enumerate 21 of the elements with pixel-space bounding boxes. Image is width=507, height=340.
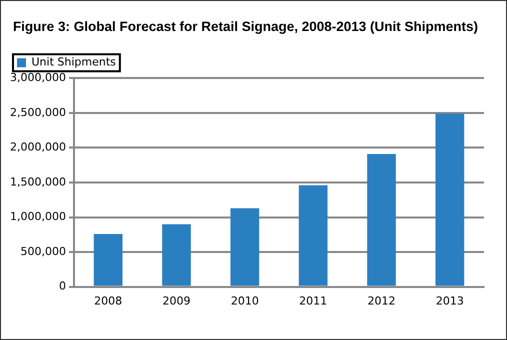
legend-label: Unit Shipments xyxy=(32,56,116,69)
bar xyxy=(435,114,464,286)
y-tick-label: 2,500,000 xyxy=(10,106,66,119)
bar xyxy=(367,154,396,286)
y-tick-label: 3,000,000 xyxy=(10,71,66,84)
x-tick-label: 2012 xyxy=(367,294,396,308)
y-tick-label: 2,000,000 xyxy=(10,140,66,154)
bar xyxy=(162,224,191,286)
x-tick-label: 2009 xyxy=(162,294,190,308)
y-tick-label: 1,500,000 xyxy=(10,175,66,188)
bar xyxy=(298,185,328,286)
y-tick-label: 0 xyxy=(58,280,66,293)
y-tick-label: 1,000,000 xyxy=(10,210,66,224)
y-tick-label: 500,000 xyxy=(20,244,66,258)
bar xyxy=(94,234,122,286)
bar xyxy=(230,208,260,286)
x-tick-label: 2011 xyxy=(299,294,328,308)
x-tick-label: 2013 xyxy=(436,294,464,308)
x-tick-label: 2010 xyxy=(230,294,259,308)
chart-title: Figure 3: Global Forecast for Retail Signage, 2008-2013 (Unit Shipments) xyxy=(12,18,478,34)
x-tick-label: 2008 xyxy=(94,294,122,308)
